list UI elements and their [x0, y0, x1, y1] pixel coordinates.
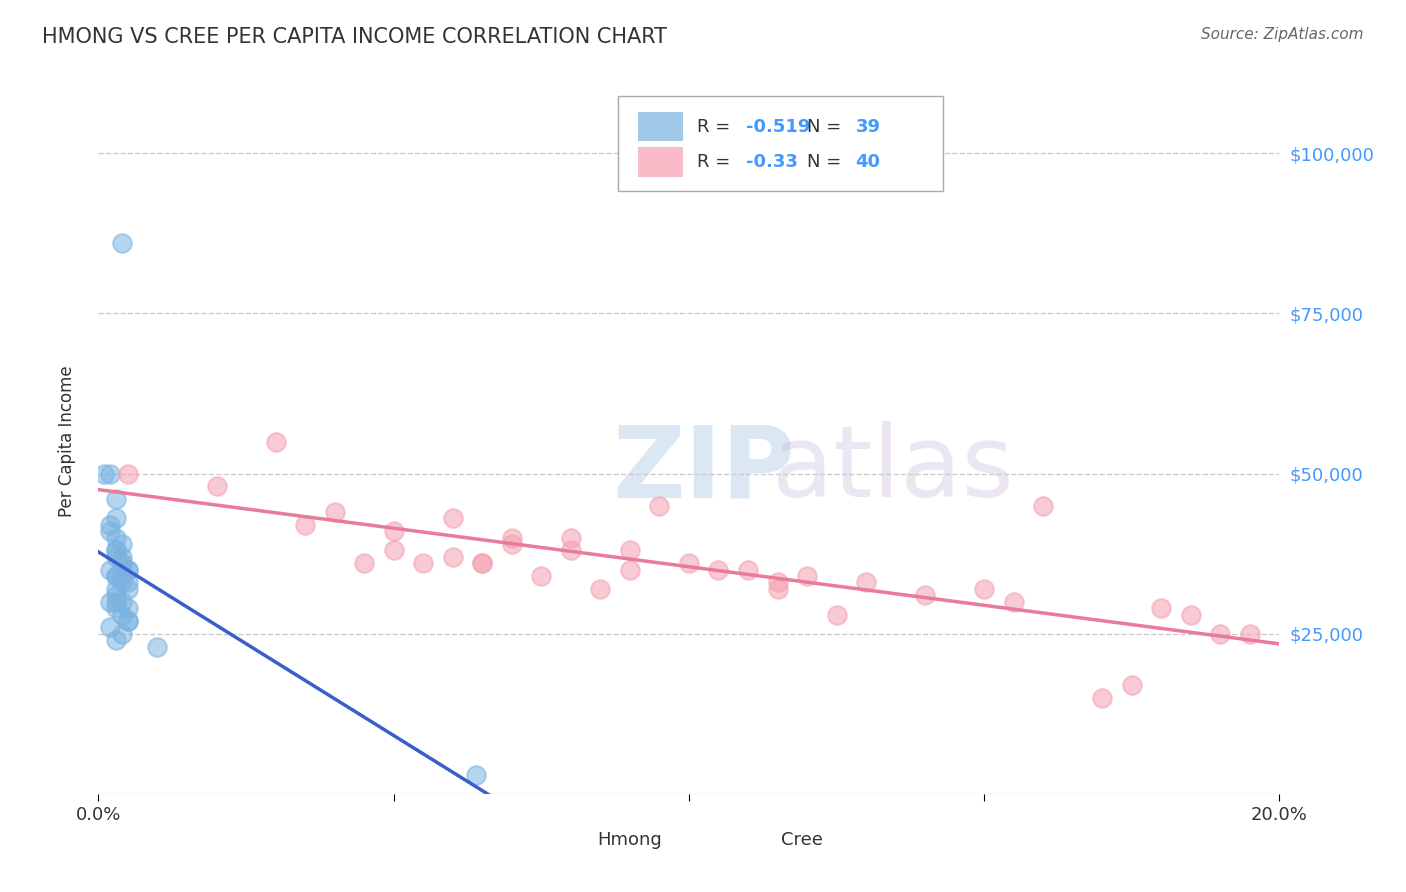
- FancyBboxPatch shape: [638, 112, 683, 141]
- FancyBboxPatch shape: [638, 147, 683, 177]
- Point: [111, 607, 134, 622]
- Point: [1209, 626, 1232, 640]
- Point: [111, 556, 134, 570]
- Point: [117, 563, 139, 577]
- Point: [98, 517, 121, 532]
- Point: [353, 556, 375, 570]
- Text: -0.519: -0.519: [745, 118, 810, 136]
- Point: [501, 531, 523, 545]
- Text: HMONG VS CREE PER CAPITA INCOME CORRELATION CHART: HMONG VS CREE PER CAPITA INCOME CORRELAT…: [42, 27, 668, 46]
- Point: [441, 549, 464, 564]
- Point: [146, 640, 169, 654]
- Point: [560, 543, 582, 558]
- Point: [589, 582, 612, 596]
- Point: [105, 549, 128, 564]
- Point: [323, 505, 346, 519]
- Point: [1150, 601, 1173, 615]
- Point: [619, 563, 641, 577]
- Point: [111, 537, 134, 551]
- Point: [471, 556, 494, 570]
- FancyBboxPatch shape: [619, 96, 943, 192]
- Text: Cree: Cree: [782, 830, 823, 848]
- Point: [105, 588, 128, 602]
- Point: [973, 582, 995, 596]
- Point: [105, 569, 128, 583]
- Point: [737, 563, 759, 577]
- Text: 40: 40: [855, 153, 880, 170]
- Point: [1239, 626, 1261, 640]
- Point: [111, 595, 134, 609]
- Text: Source: ZipAtlas.com: Source: ZipAtlas.com: [1201, 27, 1364, 42]
- Point: [105, 492, 128, 507]
- Point: [111, 575, 134, 590]
- Point: [1180, 607, 1202, 622]
- Point: [1121, 678, 1143, 692]
- Point: [117, 601, 139, 615]
- Point: [441, 511, 464, 525]
- Point: [855, 575, 877, 590]
- Point: [105, 595, 128, 609]
- Point: [560, 531, 582, 545]
- Point: [707, 563, 730, 577]
- Point: [117, 575, 139, 590]
- Y-axis label: Per Capita Income: Per Capita Income: [58, 366, 76, 517]
- Point: [1002, 595, 1025, 609]
- Text: -0.33: -0.33: [745, 153, 797, 170]
- Point: [117, 614, 139, 628]
- Point: [105, 543, 128, 558]
- Point: [619, 543, 641, 558]
- Text: atlas: atlas: [772, 421, 1014, 518]
- Point: [111, 235, 134, 250]
- Point: [98, 524, 121, 539]
- Text: N =: N =: [807, 153, 846, 170]
- Point: [117, 582, 139, 596]
- Point: [105, 582, 128, 596]
- Point: [98, 467, 121, 481]
- Point: [105, 633, 128, 648]
- Point: [105, 601, 128, 615]
- Point: [382, 543, 405, 558]
- Point: [111, 549, 134, 564]
- Text: R =: R =: [697, 118, 737, 136]
- Point: [530, 569, 553, 583]
- FancyBboxPatch shape: [547, 826, 589, 853]
- Text: Hmong: Hmong: [596, 830, 662, 848]
- Point: [111, 556, 134, 570]
- Point: [1091, 690, 1114, 705]
- Point: [294, 517, 316, 532]
- FancyBboxPatch shape: [730, 826, 772, 853]
- Point: [678, 556, 700, 570]
- Text: ZIP: ZIP: [612, 421, 794, 518]
- Text: 39: 39: [855, 118, 880, 136]
- Point: [98, 595, 121, 609]
- Point: [766, 582, 789, 596]
- Point: [105, 569, 128, 583]
- Point: [117, 563, 139, 577]
- Point: [465, 767, 488, 781]
- Point: [1032, 499, 1054, 513]
- Point: [111, 569, 134, 583]
- Point: [105, 511, 128, 525]
- Point: [117, 467, 139, 481]
- Text: N =: N =: [807, 118, 846, 136]
- Text: R =: R =: [697, 153, 737, 170]
- Point: [117, 614, 139, 628]
- Point: [105, 543, 128, 558]
- Point: [412, 556, 434, 570]
- Point: [766, 575, 789, 590]
- Point: [111, 626, 134, 640]
- Point: [796, 569, 818, 583]
- Point: [105, 531, 128, 545]
- Point: [471, 556, 494, 570]
- Point: [264, 434, 287, 449]
- Point: [914, 588, 936, 602]
- Point: [825, 607, 848, 622]
- Point: [98, 563, 121, 577]
- Point: [648, 499, 671, 513]
- Point: [205, 479, 228, 493]
- Point: [501, 537, 523, 551]
- Point: [382, 524, 405, 539]
- Point: [98, 620, 121, 634]
- Point: [93, 467, 115, 481]
